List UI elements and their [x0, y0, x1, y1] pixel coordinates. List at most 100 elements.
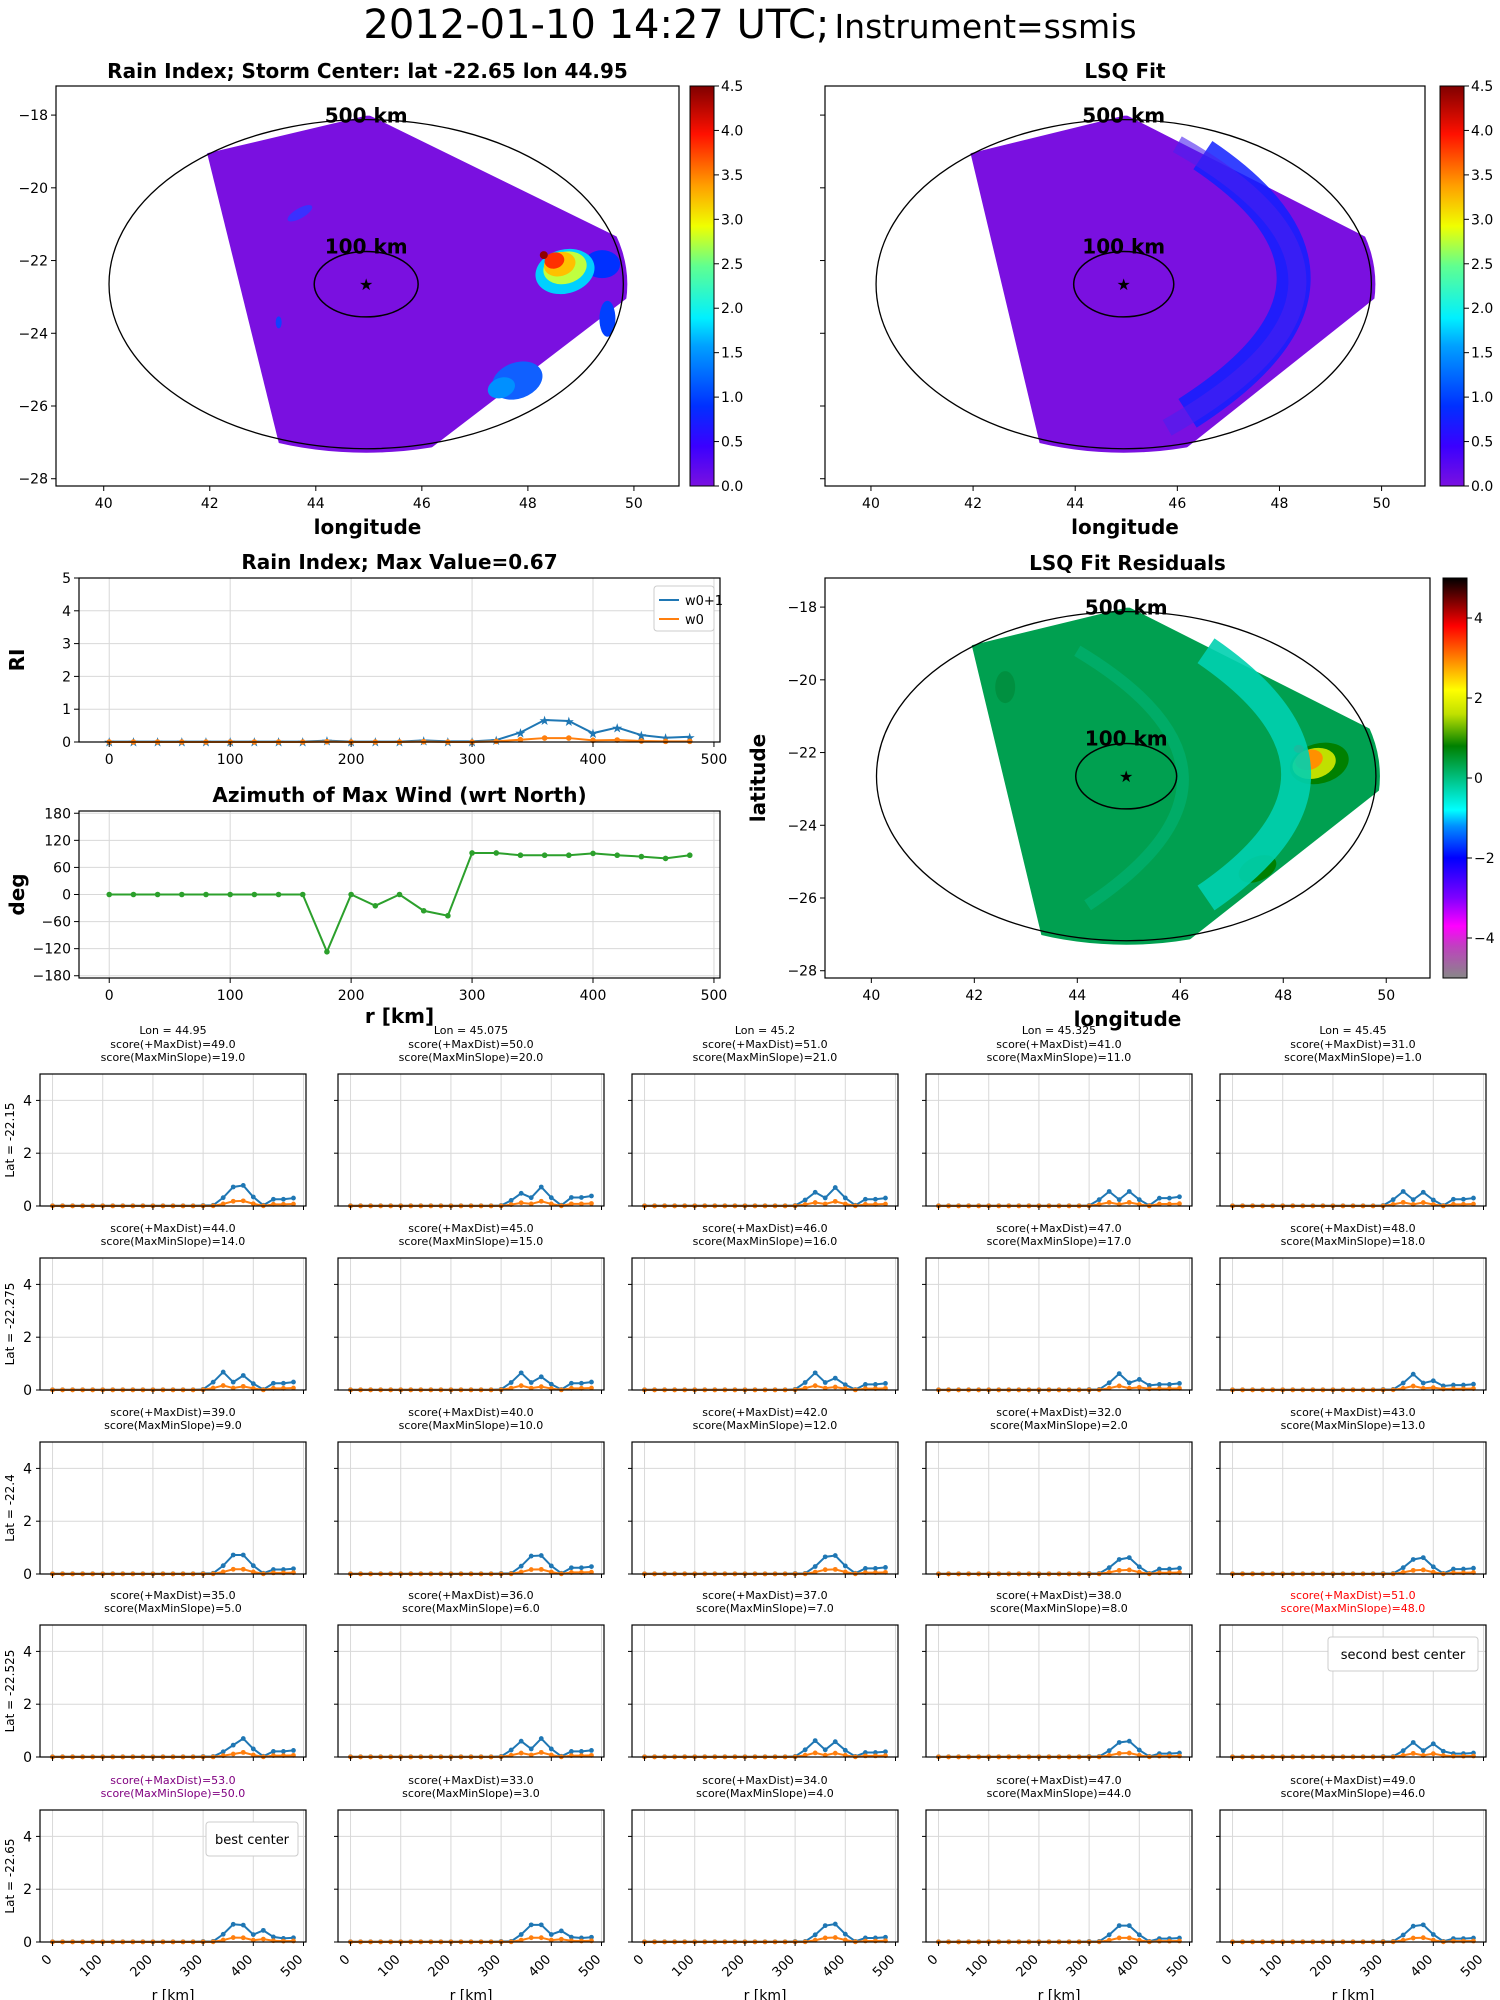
panel-data-point — [589, 1748, 594, 1753]
panel-score-maxdist: score(+MaxDist)=53.0 — [110, 1774, 235, 1787]
panel-score-maxdist: score(+MaxDist)=33.0 — [408, 1774, 533, 1787]
panel-data-point — [1126, 1567, 1132, 1573]
x-tick-label: 300 — [476, 1952, 504, 1980]
panel-data-point — [1400, 1380, 1406, 1386]
candidate-panel: score(+MaxDist)=53.0score(MaxMinSlope)=5… — [3, 1774, 307, 2000]
panel-data-point — [291, 1201, 296, 1207]
x-tick-label: 0 — [105, 752, 114, 768]
axes-frame — [631, 1624, 899, 1758]
y-axis-label: latitude — [746, 734, 770, 822]
panel-series-line — [938, 1924, 1180, 1943]
candidate-panel: score(+MaxDist)=42.0score(MaxMinSlope)=1… — [628, 1406, 899, 1578]
profile-title: Azimuth of Max Wind (wrt North) — [212, 783, 586, 807]
panel-series-line — [1232, 1556, 1474, 1575]
panel-score-maxdist: score(+MaxDist)=40.0 — [408, 1406, 533, 1419]
panel-data-point — [1400, 1189, 1406, 1194]
panel-data-point — [1116, 1371, 1122, 1377]
y-tick-label: −24 — [787, 818, 817, 834]
panel-data-point — [1116, 1557, 1122, 1562]
panel-score-maxdist: score(+MaxDist)=48.0 — [1290, 1222, 1415, 1235]
panel-data-point — [250, 1932, 256, 1938]
panel-data-point — [240, 1749, 246, 1755]
panel-data-point — [1116, 1383, 1122, 1389]
panel-data-point — [1430, 1741, 1436, 1747]
rain-index-map: Rain Index; Storm Center: lat -22.65 lon… — [0, 59, 743, 539]
panel-score-maxdist: score(+MaxDist)=34.0 — [702, 1774, 827, 1787]
colorbar-tick-label: 0.0 — [1471, 479, 1493, 495]
data-point — [662, 855, 669, 862]
panel-data-point — [508, 1380, 514, 1385]
panel-data-point — [220, 1937, 226, 1943]
x-tick-label: 400 — [1114, 1952, 1142, 1980]
colorbar-tick-label: 0.5 — [1471, 435, 1493, 451]
panel-data-point — [1116, 1740, 1122, 1745]
x-tick-label: 500 — [701, 752, 728, 768]
panel-data-point — [220, 1563, 226, 1569]
panel-score-maxdist: score(+MaxDist)=31.0 — [1290, 1038, 1415, 1051]
panel-data-point — [518, 1200, 524, 1206]
panel-data-point — [883, 1195, 888, 1201]
y-tick-label: −28 — [18, 472, 48, 488]
colorbar-tick-label: −2 — [1474, 851, 1495, 867]
x-axis-label: longitude — [314, 515, 422, 539]
panel-data-point — [291, 1938, 296, 1944]
panel-series-line — [644, 1186, 886, 1207]
panel-data-point — [291, 1195, 296, 1201]
y-tick-label: 2 — [23, 1697, 32, 1713]
panel-series-line — [52, 1370, 294, 1391]
x-tick-label: 300 — [770, 1952, 798, 1980]
panel-data-point — [832, 1553, 838, 1558]
ring-100km — [1072, 250, 1175, 318]
x-tick-label: 50 — [1373, 496, 1391, 512]
panel-series-line — [52, 1737, 294, 1758]
panel-data-point — [1410, 1740, 1416, 1745]
panel-data-point — [240, 1922, 246, 1928]
x-tick-label: 500 — [701, 988, 728, 1004]
data-point — [493, 850, 500, 856]
panel-score-slope: score(MaxMinSlope)=5.0 — [104, 1602, 242, 1615]
y-tick-label: 0 — [62, 888, 71, 904]
panel-data-point — [250, 1194, 256, 1200]
panel-score-slope: score(MaxMinSlope)=46.0 — [1281, 1787, 1426, 1800]
panel-data-point — [1400, 1565, 1406, 1571]
panel-data-point — [220, 1369, 226, 1375]
panel-data-point — [822, 1201, 828, 1207]
panel-score-slope: score(MaxMinSlope)=7.0 — [696, 1602, 834, 1615]
panel-data-point — [1430, 1385, 1436, 1391]
panel-score-slope: score(MaxMinSlope)=48.0 — [1281, 1602, 1426, 1615]
colorbar-tick-label: 4.5 — [1471, 79, 1493, 95]
panel-data-point — [538, 1935, 544, 1941]
x-tick-label: 300 — [178, 1952, 206, 1980]
y-tick-label: −28 — [787, 964, 817, 980]
panel-data-point — [1471, 1195, 1476, 1201]
panel-data-point — [1106, 1565, 1112, 1571]
data-point — [517, 852, 524, 859]
panel-data-point — [589, 1934, 594, 1940]
candidate-panel: score(+MaxDist)=38.0score(MaxMinSlope)=8… — [922, 1589, 1193, 1761]
panel-data-point — [1410, 1371, 1416, 1377]
y-tick-label: −180 — [33, 969, 71, 985]
axes-frame — [925, 1624, 1193, 1758]
panel-data-point — [518, 1937, 524, 1943]
x-tick-label: 100 — [669, 1952, 697, 1980]
x-tick-label: 42 — [965, 988, 983, 1004]
panel-score-maxdist: score(+MaxDist)=51.0 — [702, 1038, 827, 1051]
panel-data-point — [548, 1195, 554, 1201]
data-point — [541, 852, 548, 859]
panel-data-point — [873, 1938, 878, 1944]
colorbar-tick-label: 1.0 — [1471, 390, 1493, 406]
panel-data-point — [230, 1184, 236, 1190]
panel-data-point — [220, 1931, 226, 1937]
panel-data-point — [281, 1748, 286, 1754]
azimuth-profile: Azimuth of Max Wind (wrt North) 0 100 200 30… — [5, 783, 727, 1028]
panel-data-point — [1430, 1751, 1436, 1757]
panel-data-point — [1410, 1935, 1416, 1941]
candidate-panel: score(+MaxDist)=47.0score(MaxMinSlope)=1… — [922, 1222, 1193, 1394]
panel-data-point — [1136, 1564, 1142, 1570]
axes-frame — [39, 1624, 307, 1758]
panel-data-point — [579, 1748, 584, 1754]
panel-data-point — [548, 1932, 554, 1937]
panel-data-point — [1400, 1748, 1406, 1754]
panel-data-point — [842, 1747, 848, 1753]
